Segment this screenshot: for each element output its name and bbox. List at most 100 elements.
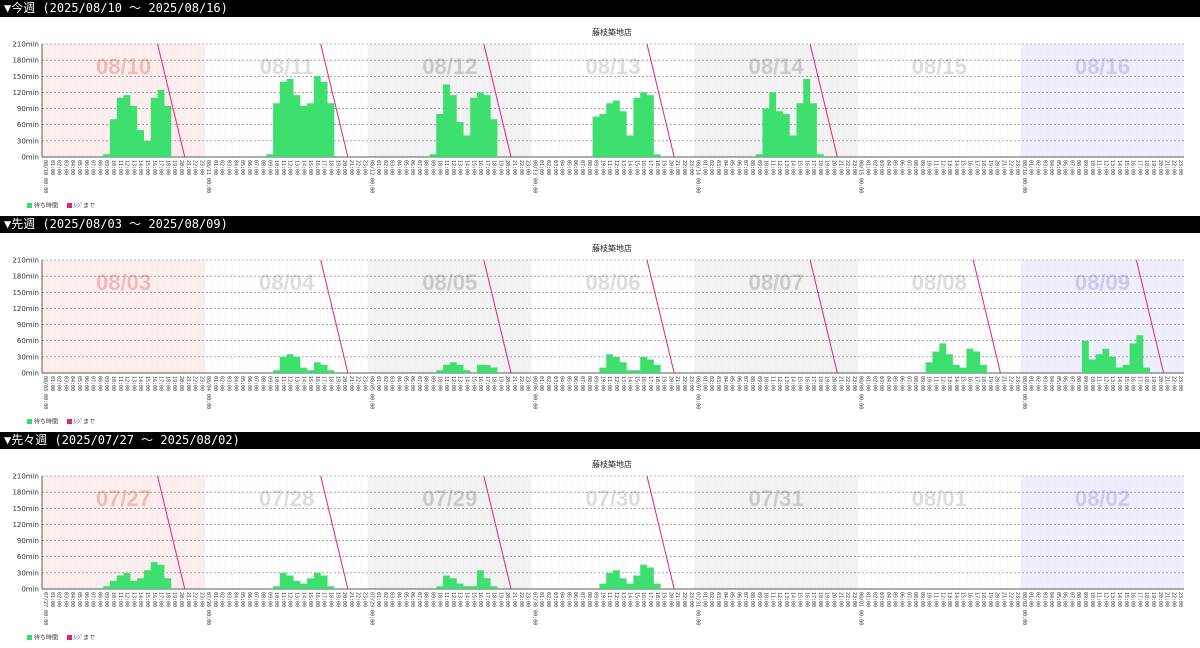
x-tick-label: 03:00 [878, 160, 884, 175]
x-tick-label: 17:00 [158, 160, 164, 175]
x-tick-label: 01:00 [538, 592, 544, 607]
x-tick-label: 02:00 [871, 160, 877, 175]
x-tick-label: 03:00 [62, 160, 68, 175]
x-tick-label: 09:00 [593, 160, 599, 175]
x-tick-label: 19:00 [987, 160, 993, 175]
x-tick-label: 05:00 [1055, 592, 1061, 607]
x-tick-label: 05:00 [892, 160, 898, 175]
x-tick-label: 03:00 [226, 376, 232, 391]
x-tick-label: 15:00 [307, 592, 313, 607]
x-tick-label: 07:00 [416, 592, 422, 607]
x-tick-label: 13:00 [783, 160, 789, 175]
x-tick-label: 03:00 [552, 376, 558, 391]
x-tick-label: 08/12 00:00 [368, 160, 374, 193]
x-tick-label: 01:00 [49, 160, 55, 175]
x-tick-label: 23:00 [688, 376, 694, 391]
x-tick-label: 07:00 [905, 592, 911, 607]
x-tick-label: 15:00 [470, 160, 476, 175]
x-tick-label: 17:00 [484, 592, 490, 607]
x-tick-label: 23:00 [361, 376, 367, 391]
x-tick-label: 09:00 [593, 592, 599, 607]
x-tick-label: 02:00 [56, 592, 62, 607]
until-line [809, 259, 838, 374]
x-tick-label: 01:00 [375, 592, 381, 607]
x-tick-label: 02:00 [1034, 376, 1040, 391]
x-tick-label: 16:00 [640, 160, 646, 175]
x-tick-label: 05:00 [76, 160, 82, 175]
x-tick-label: 11:00 [606, 160, 612, 175]
wait-area [857, 343, 1021, 373]
x-tick-label: 15:00 [1123, 160, 1129, 175]
x-tick-label: 21:00 [511, 592, 517, 607]
x-tick-label: 23:00 [525, 592, 531, 607]
x-tick-label: 14:00 [463, 160, 469, 175]
x-tick-label: 08:00 [96, 160, 102, 175]
x-tick-label: 01:00 [701, 592, 707, 607]
x-tick-label: 17:00 [321, 160, 327, 175]
x-tick-label: 03:00 [552, 160, 558, 175]
x-tick-label: 22:00 [1007, 592, 1013, 607]
x-tick-label: 08/13 00:00 [531, 160, 537, 193]
x-tick-label: 18:00 [328, 376, 334, 391]
x-tick-label: 10:00 [763, 592, 769, 607]
x-tick-label: 12:00 [939, 592, 945, 607]
x-tick-label: 07:00 [416, 160, 422, 175]
x-tick-label: 19:00 [987, 376, 993, 391]
x-tick-label: 09:00 [1082, 592, 1088, 607]
x-tick-label: 05:00 [1055, 160, 1061, 175]
x-tick-label: 20:00 [994, 376, 1000, 391]
week-section: ▼先週 (2025/08/03 ～ 2025/08/09) 藤枝築地店 08/03… [0, 216, 1200, 432]
legend-swatch [67, 203, 72, 208]
x-tick-label: 13:00 [130, 160, 136, 175]
x-tick-label: 17:00 [1136, 376, 1142, 391]
until-line [157, 43, 186, 158]
x-tick-label: 02:00 [545, 376, 551, 391]
x-tick-label: 23:00 [851, 376, 857, 391]
x-tick-label: 21:00 [185, 376, 191, 391]
x-tick-label: 04:00 [69, 160, 75, 175]
until-line [483, 43, 512, 158]
x-tick-label: 08:00 [1075, 376, 1081, 391]
x-tick-label: 10:00 [1089, 376, 1095, 391]
x-tick-label: 18:00 [1143, 592, 1149, 607]
x-tick-label: 17:00 [484, 160, 490, 175]
x-tick-label: 01:00 [49, 592, 55, 607]
x-tick-label: 23:00 [1177, 376, 1183, 391]
x-tick-label: 18:00 [980, 592, 986, 607]
x-tick-label: 21:00 [1164, 376, 1170, 391]
x-tick-label: 05:00 [729, 592, 735, 607]
x-tick-label: 19:00 [824, 592, 830, 607]
x-tick-label: 16:00 [477, 160, 483, 175]
legend-label: 待ち時間 [34, 418, 58, 426]
x-tick-label: 14:00 [137, 376, 143, 391]
wait-area [368, 362, 532, 373]
x-tick-label: 08:00 [586, 160, 592, 175]
x-tick-label: 21:00 [511, 160, 517, 175]
chart-title: 藤枝築地店 [592, 27, 632, 37]
x-tick-label: 15:00 [144, 160, 150, 175]
x-tick-label: 21:00 [1000, 376, 1006, 391]
x-tick-label: 14:00 [953, 376, 959, 391]
x-tick-label: 20:00 [667, 592, 673, 607]
x-tick-label: 15:00 [1123, 376, 1129, 391]
x-tick-label: 12:00 [939, 376, 945, 391]
day-label: 08/04 [259, 270, 315, 295]
x-tick-label: 07:00 [905, 160, 911, 175]
x-tick-label: 20:00 [341, 592, 347, 607]
x-tick-label: 08:00 [1075, 160, 1081, 175]
x-tick-label: 12:00 [287, 376, 293, 391]
x-tick-label: 23:00 [851, 592, 857, 607]
week-header: ▼先週 (2025/08/03 ～ 2025/08/09) [0, 216, 1200, 233]
x-tick-label: 17:00 [973, 376, 979, 391]
x-tick-label: 15:00 [633, 376, 639, 391]
x-tick-label: 02:00 [382, 376, 388, 391]
x-tick-label: 21:00 [185, 592, 191, 607]
x-tick-label: 12:00 [613, 376, 619, 391]
y-tick-label: 180min [12, 57, 39, 65]
x-tick-label: 04:00 [885, 160, 891, 175]
x-tick-label: 14:00 [953, 592, 959, 607]
wait-area [368, 570, 532, 589]
x-tick-label: 16:00 [803, 376, 809, 391]
x-tick-label: 12:00 [776, 592, 782, 607]
